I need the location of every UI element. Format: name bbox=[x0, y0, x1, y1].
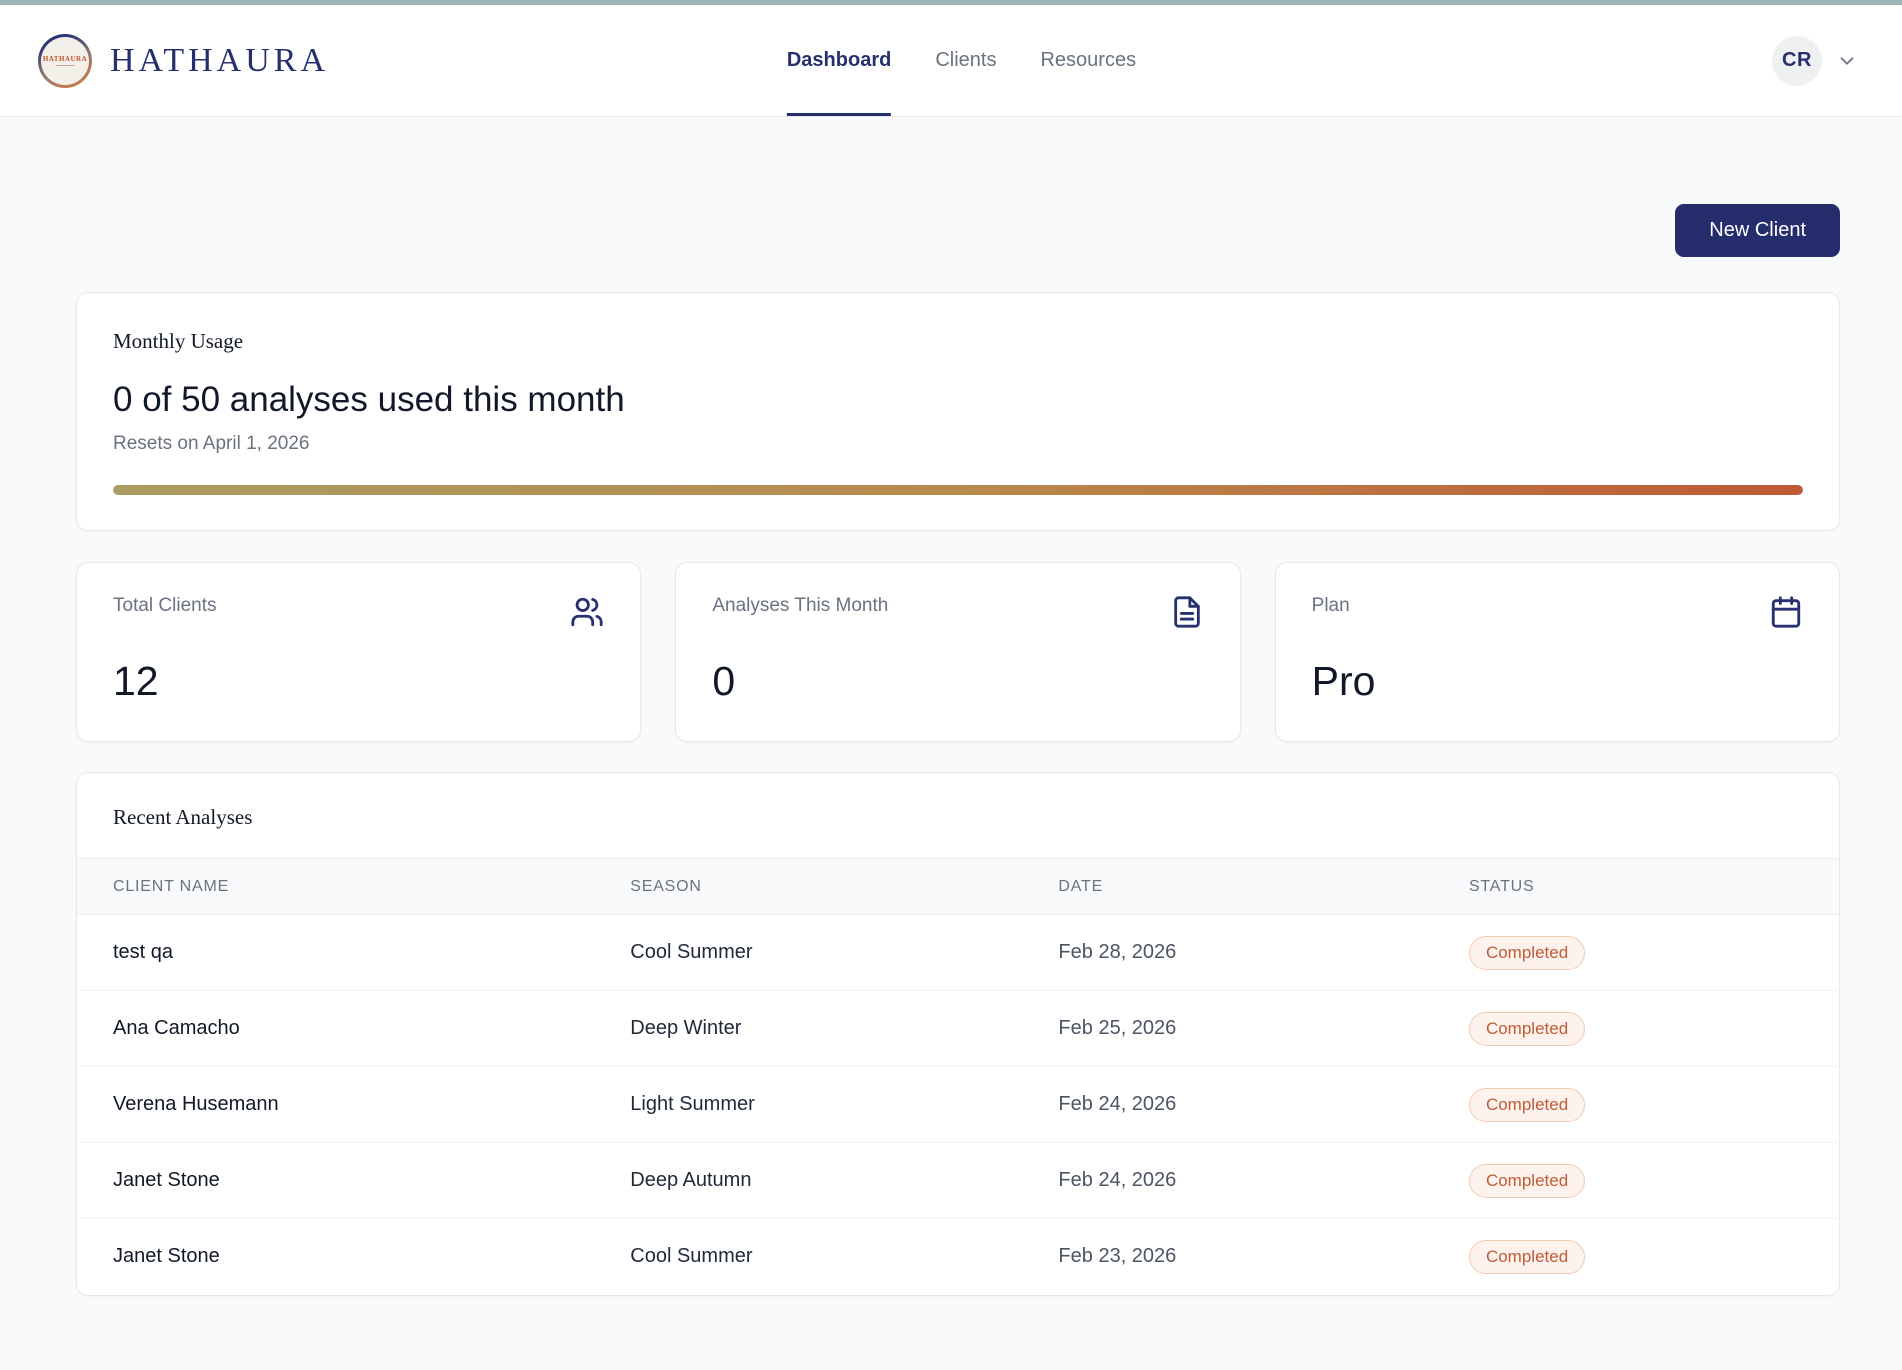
cell-season: Deep Winter bbox=[630, 990, 1059, 1067]
recent-analyses-title: Recent Analyses bbox=[113, 805, 253, 829]
stat-card-analyses-month: Analyses This Month 0 bbox=[675, 562, 1241, 742]
chevron-down-icon[interactable] bbox=[1836, 50, 1858, 72]
account-menu[interactable]: CR bbox=[1772, 35, 1858, 86]
stat-label: Total Clients bbox=[113, 595, 217, 616]
usage-progress-fill bbox=[113, 485, 1803, 495]
recent-analyses-table: Client Name Season Date Status test qa C… bbox=[77, 858, 1839, 1295]
recent-analyses-card: Recent Analyses Client Name Season Date … bbox=[76, 772, 1840, 1296]
users-icon bbox=[570, 595, 604, 629]
cell-date: Feb 24, 2026 bbox=[1058, 1142, 1469, 1219]
stat-card-total-clients: Total Clients 12 bbox=[76, 562, 642, 742]
col-header-status: Status bbox=[1468, 858, 1839, 915]
stats-row: Total Clients 12 Analyses This Month 0 P… bbox=[76, 562, 1840, 742]
nav-item-clients[interactable]: Clients bbox=[935, 49, 997, 71]
status-badge: Completed bbox=[1468, 1163, 1586, 1198]
stat-value-analyses-month: 0 bbox=[712, 658, 736, 704]
main-nav: Dashboard Clients Resources bbox=[786, 5, 1137, 116]
logo-tagline-line bbox=[56, 65, 74, 66]
table-row[interactable]: Janet Stone Deep Autumn Feb 24, 2026 Com… bbox=[77, 1142, 1839, 1219]
file-text-icon bbox=[1170, 595, 1204, 629]
usage-progress-bar bbox=[113, 485, 1803, 495]
cell-client-name: Janet Stone bbox=[113, 1245, 220, 1268]
cell-season: Light Summer bbox=[630, 1066, 1059, 1143]
avatar[interactable]: CR bbox=[1772, 35, 1822, 86]
stat-card-plan: Plan Pro bbox=[1274, 562, 1840, 742]
cell-season: Deep Autumn bbox=[630, 1142, 1059, 1219]
top-accent-strip bbox=[0, 0, 1902, 5]
nav-item-resources[interactable]: Resources bbox=[1040, 49, 1137, 71]
monthly-usage-title: Monthly Usage bbox=[113, 329, 244, 353]
cell-client-name: Janet Stone bbox=[77, 1142, 631, 1219]
hathaura-logo-icon: HATHAURA bbox=[38, 33, 92, 88]
stat-label: Analyses This Month bbox=[712, 595, 889, 616]
col-header-date: Date bbox=[1058, 858, 1469, 915]
stat-label: Plan bbox=[1311, 595, 1350, 616]
status-badge: Completed bbox=[1468, 1239, 1586, 1274]
dashboard-main: New Client Monthly Usage 0 of 50 analyse… bbox=[0, 204, 1902, 1296]
logo-text: HATHAURA bbox=[42, 55, 88, 63]
calendar-icon bbox=[1769, 595, 1803, 629]
app-header: HATHAURA HATHAURA Dashboard Clients Reso… bbox=[0, 5, 1902, 117]
table-row[interactable]: Janet Stone Cool Summer Feb 23, 2026 Com… bbox=[77, 1219, 1839, 1295]
cell-date: Feb 28, 2026 bbox=[1058, 914, 1469, 991]
cell-client-name: Ana Camacho bbox=[77, 990, 631, 1067]
toolbar: New Client bbox=[76, 204, 1840, 257]
usage-reset-note: Resets on April 1, 2026 bbox=[113, 433, 310, 454]
cell-date: Feb 24, 2026 bbox=[1058, 1066, 1469, 1143]
status-badge: Completed bbox=[1468, 1011, 1586, 1046]
monthly-usage-card: Monthly Usage 0 of 50 analyses used this… bbox=[76, 292, 1840, 531]
nav-item-dashboard[interactable]: Dashboard bbox=[786, 5, 892, 116]
usage-summary: 0 of 50 analyses used this month bbox=[113, 380, 625, 419]
brand[interactable]: HATHAURA HATHAURA bbox=[38, 33, 329, 88]
col-header-season: Season bbox=[630, 858, 1059, 915]
table-row[interactable]: test qa Cool Summer Feb 28, 2026 Complet… bbox=[77, 914, 1839, 991]
cell-client-name: Verena Husemann bbox=[77, 1066, 631, 1143]
brand-wordmark: HATHAURA bbox=[110, 41, 329, 79]
cell-date: Feb 25, 2026 bbox=[1058, 990, 1469, 1067]
cell-client-name: test qa bbox=[77, 914, 631, 991]
cell-status: Completed bbox=[1468, 1219, 1839, 1295]
status-badge: Completed bbox=[1468, 1087, 1586, 1122]
stat-value-total-clients: 12 bbox=[113, 658, 159, 704]
table-row[interactable]: Ana Camacho Deep Winter Feb 25, 2026 Com… bbox=[77, 990, 1839, 1067]
table-row[interactable]: Verena Husemann Light Summer Feb 24, 202… bbox=[77, 1066, 1839, 1143]
cell-season: Cool Summer bbox=[630, 1245, 753, 1268]
cell-status: Completed bbox=[1468, 1066, 1839, 1143]
cell-season: Cool Summer bbox=[630, 914, 1059, 991]
status-badge: Completed bbox=[1468, 935, 1586, 970]
new-client-button[interactable]: New Client bbox=[1675, 204, 1840, 257]
cell-status: Completed bbox=[1468, 914, 1839, 991]
table-header-row: Client Name Season Date Status bbox=[77, 858, 1839, 915]
col-header-client-name: Client Name bbox=[77, 858, 631, 915]
cell-date: Feb 23, 2026 bbox=[1058, 1245, 1177, 1268]
cell-status: Completed bbox=[1468, 990, 1839, 1067]
cell-status: Completed bbox=[1468, 1142, 1839, 1219]
stat-value-plan: Pro bbox=[1311, 658, 1376, 704]
